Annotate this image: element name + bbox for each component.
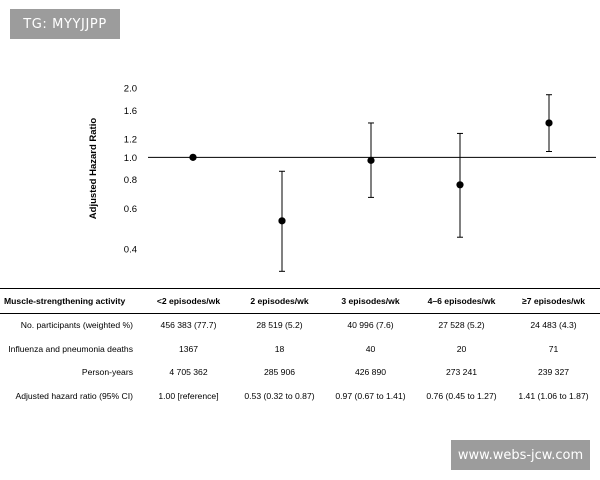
row-label: Adjusted hazard ratio (95% CI) [15,390,133,401]
table-cell: 0.76 (0.45 to 1.27) [426,390,497,401]
table-cell: 40 [365,343,376,354]
table-header-cell: 2 episodes/wk [234,288,325,314]
table-cell: 456 383 (77.7) [160,320,217,331]
y-axis-title: Adjusted Hazard Ratio [88,118,99,220]
table-cell: 4 705 362 [169,367,208,378]
row-label: No. participants (weighted %) [20,320,133,331]
table-cell: 239 327 [537,367,570,378]
y-tick-label: 0.8 [124,175,137,186]
table-cell: 28 519 (5.2) [256,320,303,331]
y-tick-label: 1.2 [124,135,137,146]
table-cell: 27 528 (5.2) [438,320,485,331]
table-cell: 426 890 [354,367,387,378]
data-table: Muscle-strengthening activity <2 episode… [0,288,600,408]
data-points [189,94,553,272]
table-cell: 1367 [178,343,199,354]
y-tick-label: 0.4 [124,245,137,256]
data-point [278,217,286,225]
y-tick-label: 2.0 [124,84,137,95]
table-cell: 1.00 [reference] [158,390,219,401]
table-cell: 20 [456,343,467,354]
table-cell: 285 906 [263,367,296,378]
table-header-row: Muscle-strengthening activity <2 episode… [0,288,600,314]
table-row: Adjusted hazard ratio (95% CI) 1.00 [ref… [0,384,600,408]
forest-plot: 2.0 1.6 1.2 1.0 0.8 0.6 0.4 Adjusted Hazard Ra… [88,84,596,272]
table-cell: 1.41 (1.06 to 1.87) [518,390,589,401]
table-header-cell: <2 episodes/wk [143,288,234,314]
table-cell: 71 [548,343,559,354]
row-label: Person-years [81,367,133,378]
table-cell: 0.97 (0.67 to 1.41) [335,390,406,401]
table-cell: 24 483 (4.3) [530,320,577,331]
y-tick-label: 1.0 [124,153,137,164]
watermark-top: TG: MYYJJPP [10,9,120,39]
table-row: Person-years 4 705 362 285 906 426 890 2… [0,361,600,385]
y-tick-label: 1.6 [124,106,137,117]
data-point [189,153,197,161]
table-header-cell: ≥7 episodes/wk [507,288,600,314]
table-header-cell: 4–6 episodes/wk [416,288,507,314]
y-tick-label: 0.6 [124,204,137,215]
table-cell: 273 241 [445,367,478,378]
table-cell: 40 996 (7.6) [347,320,394,331]
table-header-label: Muscle-strengthening activity [0,288,143,314]
table-row: No. participants (weighted %) 456 383 (7… [0,313,600,337]
table-header-cell: 3 episodes/wk [325,288,416,314]
data-point [456,181,464,189]
table-cell: 0.53 (0.32 to 0.87) [244,390,315,401]
row-label: Influenza and pneumonia deaths [8,343,133,354]
table-row: Influenza and pneumonia deaths 1367 18 4… [0,337,600,361]
y-axis: 2.0 1.6 1.2 1.0 0.8 0.6 0.4 [124,84,137,256]
data-point [367,156,375,164]
data-point [545,119,553,127]
watermark-bottom: www.webs-jcw.com [451,440,590,470]
table-cell: 18 [274,343,285,354]
